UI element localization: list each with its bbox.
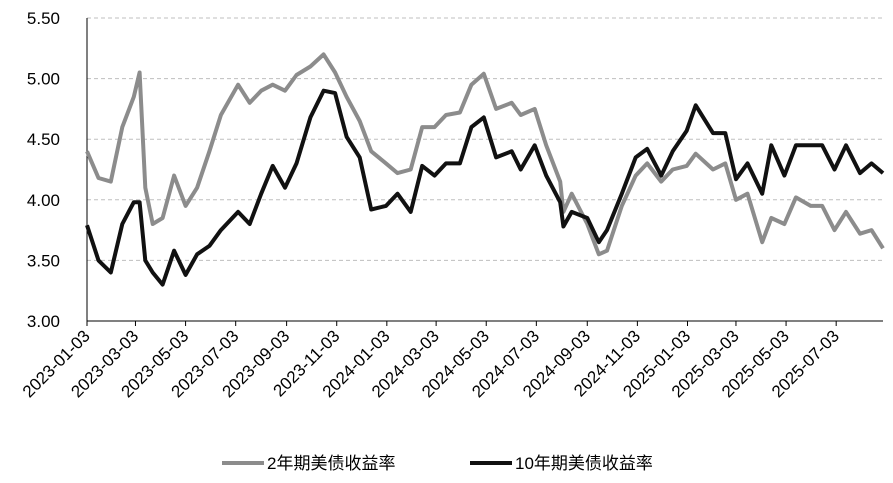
y-tick-label: 4.50 [27, 130, 60, 149]
y-tick-label: 5.00 [27, 70, 60, 89]
series-line [85, 88, 885, 287]
legend-label: 2年期美债收益率 [267, 454, 395, 473]
legend-label: 10年期美债收益率 [515, 454, 653, 473]
y-tick-label: 3.00 [27, 312, 60, 331]
y-tick-label: 3.50 [27, 251, 60, 270]
y-tick-label: 4.00 [27, 191, 60, 210]
y-tick-label: 5.50 [27, 9, 60, 28]
series-line [85, 52, 885, 257]
